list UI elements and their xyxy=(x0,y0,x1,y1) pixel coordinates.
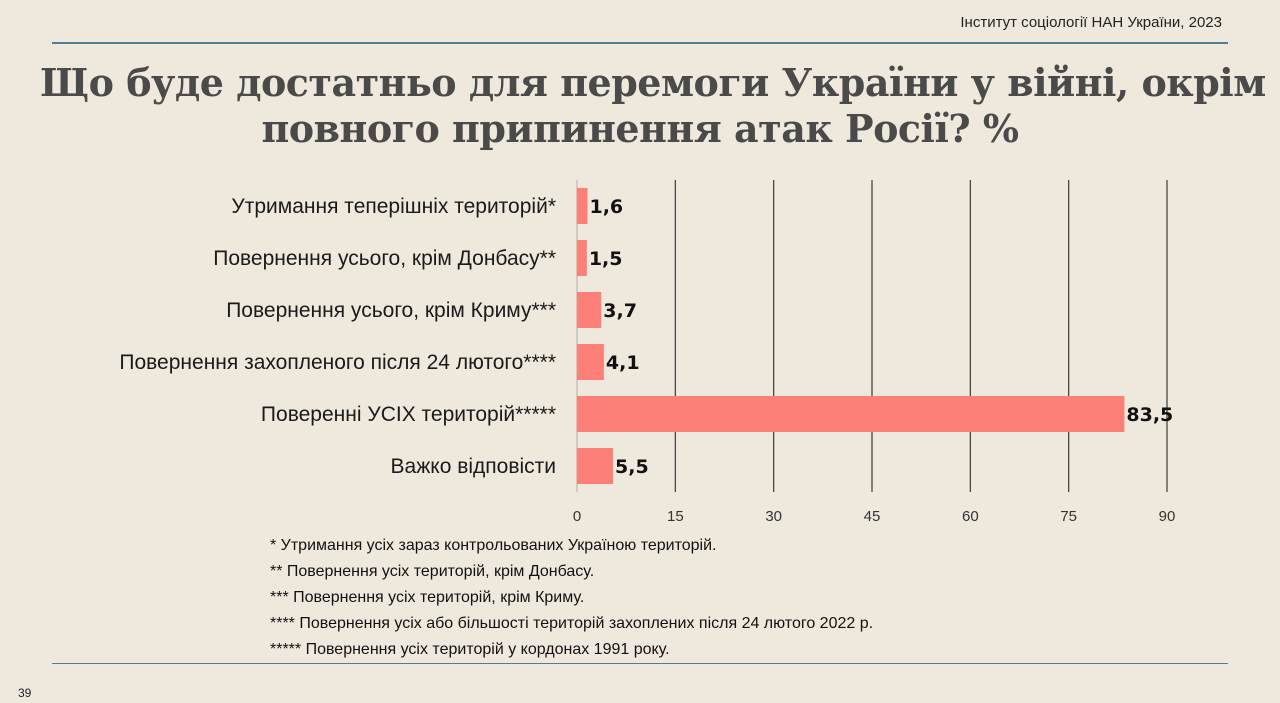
value-label: 3,7 xyxy=(603,300,637,322)
bar xyxy=(577,240,587,276)
bar xyxy=(577,188,588,224)
value-label: 83,5 xyxy=(1126,404,1173,426)
x-tick-label: 75 xyxy=(1060,508,1077,525)
x-tick-label: 60 xyxy=(962,508,979,525)
bar xyxy=(577,396,1125,432)
category-label: Повернення усього, крім Донбасу** xyxy=(213,247,556,270)
bar xyxy=(577,448,614,484)
x-tick-label: 45 xyxy=(864,508,881,525)
value-label: 4,1 xyxy=(606,352,640,374)
page-number: 39 xyxy=(18,686,32,700)
x-tick-label: 15 xyxy=(667,508,684,525)
x-tick-label: 30 xyxy=(765,508,782,525)
source-label: Інститут соціології НАН України, 2023 xyxy=(960,14,1222,31)
footnote-4: **** Повернення усіх або більшості терит… xyxy=(270,615,874,632)
bottom-divider xyxy=(52,663,1228,664)
bar xyxy=(577,344,604,380)
category-label: Повернення захопленого після 24 лютого**… xyxy=(119,351,556,374)
footnote-5: ***** Повернення усіх територій у кордон… xyxy=(270,641,670,658)
footnote-2: ** Повернення усіх територій, крім Донба… xyxy=(270,563,595,580)
footnote-1: * Утримання усіх зараз контрольованих Ук… xyxy=(270,537,717,554)
top-divider xyxy=(52,42,1228,44)
value-label: 5,5 xyxy=(615,456,649,478)
footnotes: * Утримання усіх зараз контрольованих Ук… xyxy=(270,533,873,663)
bar-chart: 0 15 30 45 60 75 90 Утримання теперішніх терито… xyxy=(119,180,1176,525)
title-line-1: Що буде достатньо для перемоги України у… xyxy=(40,60,1266,105)
category-label: Повернення усього, крім Криму*** xyxy=(226,299,556,322)
x-tick-label: 0 xyxy=(573,508,581,525)
footnote-3: *** Повернення усіх територій, крім Крим… xyxy=(270,589,585,606)
value-label: 1,5 xyxy=(589,248,623,270)
title-line-2: повного припинення атак Росії? % xyxy=(261,106,1019,151)
category-label: Поверенні УСІХ територій***** xyxy=(261,403,556,426)
x-tick-label: 90 xyxy=(1159,508,1176,525)
value-label: 1,6 xyxy=(589,196,623,218)
category-label: Важко відповісти xyxy=(391,455,556,478)
bar xyxy=(577,292,602,328)
category-label: Утримання теперішніх територій* xyxy=(231,195,556,218)
chart-title: Що буде достатньо для перемоги України у… xyxy=(40,60,1266,152)
